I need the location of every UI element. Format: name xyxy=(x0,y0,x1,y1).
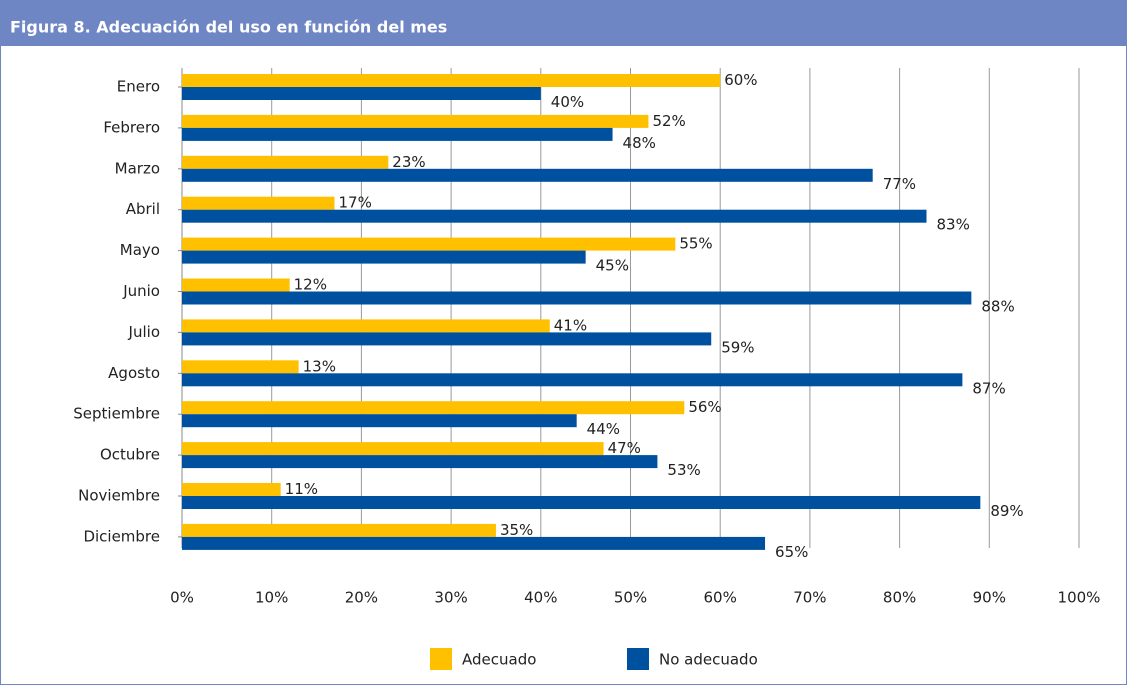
data-label: 52% xyxy=(652,112,685,130)
data-label: 35% xyxy=(500,521,533,539)
legend-label: Adecuado xyxy=(462,651,536,669)
data-label: 65% xyxy=(775,543,808,561)
x-tick-label: 30% xyxy=(434,589,467,607)
bar xyxy=(182,455,658,469)
bar xyxy=(182,87,541,100)
bar xyxy=(182,401,685,415)
bar xyxy=(182,291,972,305)
bar xyxy=(182,278,290,292)
bar xyxy=(182,332,712,346)
data-label: 12% xyxy=(294,276,327,294)
x-tick-label: 0% xyxy=(170,589,194,607)
x-tick-label: 20% xyxy=(345,589,378,607)
bar xyxy=(182,373,963,387)
legend-swatch xyxy=(430,648,452,670)
data-label: 17% xyxy=(338,194,371,212)
x-tick-label: 50% xyxy=(614,589,647,607)
x-tick-label: 90% xyxy=(973,589,1006,607)
data-label: 23% xyxy=(392,153,425,171)
y-tick-label: Agosto xyxy=(108,364,160,382)
bar xyxy=(182,74,721,87)
bar xyxy=(182,168,873,182)
header xyxy=(0,0,1127,46)
bar xyxy=(182,523,496,537)
bar xyxy=(182,250,586,264)
bar xyxy=(182,483,281,496)
bar xyxy=(182,237,676,251)
x-tick-label: 100% xyxy=(1058,589,1101,607)
bar xyxy=(182,319,550,333)
bar xyxy=(182,414,577,428)
data-label: 48% xyxy=(623,134,656,152)
data-label: 59% xyxy=(721,338,754,356)
x-tick-label: 10% xyxy=(255,589,288,607)
data-label: 47% xyxy=(608,439,641,457)
bar xyxy=(182,196,335,210)
data-label: 55% xyxy=(679,235,712,253)
legend-label: No adecuado xyxy=(659,651,758,669)
data-label: 13% xyxy=(303,357,336,375)
y-tick-label: Septiembre xyxy=(73,405,160,423)
x-tick-label: 70% xyxy=(793,589,826,607)
y-tick-label: Mayo xyxy=(120,241,160,259)
data-label: 83% xyxy=(937,216,970,234)
bar xyxy=(182,536,766,550)
data-label: 45% xyxy=(596,257,629,275)
x-tick-label: 80% xyxy=(883,589,916,607)
bar xyxy=(182,209,927,223)
bar xyxy=(182,155,389,169)
x-tick-label: 40% xyxy=(524,589,557,607)
bar xyxy=(182,442,604,456)
y-tick-label: Noviembre xyxy=(78,487,160,505)
data-label: 89% xyxy=(990,502,1023,520)
x-tick-label: 60% xyxy=(704,589,737,607)
data-label: 87% xyxy=(972,379,1005,397)
y-tick-label: Marzo xyxy=(115,159,160,177)
data-label: 44% xyxy=(587,420,620,438)
data-label: 56% xyxy=(688,398,721,416)
bar xyxy=(182,496,981,509)
chart-title: Figura 8. Adecuación del uso en función … xyxy=(10,18,447,37)
y-tick-label: Diciembre xyxy=(83,527,160,545)
legend-swatch xyxy=(627,648,649,670)
y-tick-label: Octubre xyxy=(100,446,160,464)
y-tick-label: Abril xyxy=(126,200,160,218)
bar xyxy=(182,360,299,374)
data-label: 41% xyxy=(554,316,587,334)
bar xyxy=(182,127,613,141)
data-label: 77% xyxy=(883,175,916,193)
data-label: 40% xyxy=(551,93,584,111)
y-tick-label: Junio xyxy=(122,282,160,300)
data-label: 60% xyxy=(724,71,757,89)
y-tick-label: Enero xyxy=(117,78,160,96)
data-label: 88% xyxy=(981,298,1014,316)
bar xyxy=(182,114,649,128)
data-label: 53% xyxy=(667,461,700,479)
data-label: 11% xyxy=(285,480,318,498)
y-tick-label: Julio xyxy=(128,323,160,341)
y-tick-label: Febrero xyxy=(103,118,160,136)
